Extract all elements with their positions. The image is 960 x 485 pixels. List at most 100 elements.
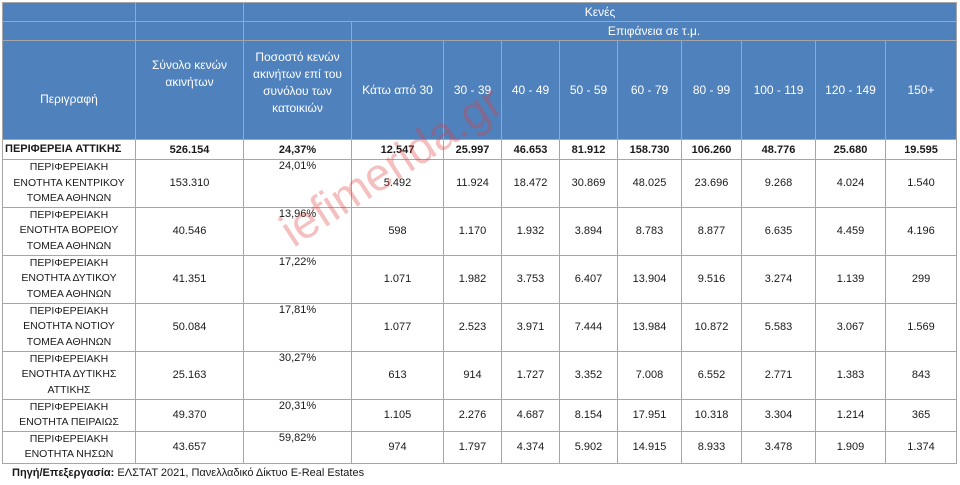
table-row: ΠΕΡΙΦΕΡΕΙΑΚΗ ΕΝΟΤΗΤΑ ΒΟΡΕΙΟΥ ΤΟΜΕΑ ΑΘΗΝΩ… (2, 206, 958, 256)
row-value: 25.680 (815, 139, 886, 160)
row-value: 4.687 (501, 398, 560, 432)
row-value: 19.595 (884, 139, 958, 160)
row-value: 10.872 (681, 302, 742, 352)
row-value: 3.352 (559, 350, 618, 400)
row-value: 23.696 (681, 159, 742, 208)
row-value: 1.797 (443, 430, 502, 464)
row-value: 17.951 (617, 398, 682, 432)
row-value: 843 (884, 350, 958, 400)
header-blank-cell (243, 21, 352, 41)
row-value: 1.374 (884, 430, 958, 464)
group-header-area: Επιφάνεια σε τ.μ. (350, 21, 958, 41)
row-value: 8.933 (681, 430, 742, 464)
row-value: 3.274 (741, 254, 816, 304)
row-total: 43.657 (135, 430, 244, 464)
row-label: ΠΕΡΙΦΕΡΕΙΑΚΗ ΕΝΟΤΗΤΑ ΒΟΡΕΙΟΥ ΤΟΜΕΑ ΑΘΗΝΩ… (2, 206, 136, 256)
row-value: 4.196 (884, 206, 958, 256)
table-row: ΠΕΡΙΦΕΡΕΙΑΚΗ ΕΝΟΤΗΤΑ ΔΥΤΙΚΟΥ ΤΟΜΕΑ ΑΘΗΝΩ… (2, 254, 958, 304)
row-value: 11.924 (443, 159, 502, 208)
row-value: 613 (351, 350, 444, 400)
column-header-total: Σύνολο κενών ακινήτων (135, 40, 244, 140)
table-row: ΠΕΡΙΦΕΡΕΙΑΚΗ ΕΝΟΤΗΤΑ ΝΟΤΙΟΥ ΤΟΜΕΑ ΑΘΗΝΩΝ… (2, 302, 958, 352)
table-row: ΠΕΡΙΦΕΡΕΙΑΚΗ ΕΝΟΤΗΤΑ ΚΕΝΤΡΙΚΟΥ ΤΟΜΕΑ ΑΘΗ… (2, 159, 958, 208)
row-percent: 30,27% (243, 350, 352, 400)
row-value: 46.653 (501, 139, 560, 160)
row-value: 5.492 (351, 159, 444, 208)
row-value: 9.516 (681, 254, 742, 304)
header-row-subgroup: Επιφάνεια σε τ.μ. (2, 21, 958, 41)
source-label: Πηγή/Επεξεργασία: (12, 467, 115, 479)
row-total: 25.163 (135, 350, 244, 400)
row-value: 1.139 (815, 254, 886, 304)
row-value: 3.304 (741, 398, 816, 432)
source-note: Πηγή/Επεξεργασία: ΕΛΣΤΑΤ 2021, Πανελλαδι… (12, 467, 364, 479)
row-value: 13.984 (617, 302, 682, 352)
row-value: 2.771 (741, 350, 816, 400)
row-value: 13.904 (617, 254, 682, 304)
row-value: 3.478 (741, 430, 816, 464)
row-total: 50.084 (135, 302, 244, 352)
row-label: ΠΕΡΙΦΕΡΕΙΑΚΗ ΕΝΟΤΗΤΑ ΔΥΤΙΚΟΥ ΤΟΜΕΑ ΑΘΗΝΩ… (2, 254, 136, 304)
header-blank-cell (135, 2, 244, 22)
row-value: 3.894 (559, 206, 618, 256)
row-value: 6.552 (681, 350, 742, 400)
row-value: 12.547 (351, 139, 444, 160)
row-value: 14.915 (617, 430, 682, 464)
row-label: ΠΕΡΙΦΕΡΕΙΑ ΑΤΤΙΚΗΣ (2, 139, 136, 160)
row-value: 1.909 (815, 430, 886, 464)
row-label: ΠΕΡΙΦΕΡΕΙΑΚΗ ΕΝΟΤΗΤΑ ΔΥΤΙΚΗΣ ΑΤΤΙΚΗΣ (2, 350, 136, 400)
row-value: 8.154 (559, 398, 618, 432)
row-value: 8.783 (617, 206, 682, 256)
row-value: 18.472 (501, 159, 560, 208)
row-value: 5.902 (559, 430, 618, 464)
table-row: ΠΕΡΙΦΕΡΕΙΑΚΗ ΕΝΟΤΗΤΑ ΔΥΤΙΚΗΣ ΑΤΤΙΚΗΣ 25.… (2, 350, 958, 400)
column-header-description: Περιγραφή (2, 40, 136, 140)
row-value: 1.077 (351, 302, 444, 352)
row-percent: 17,81% (243, 302, 352, 352)
row-total: 41.351 (135, 254, 244, 304)
row-label: ΠΕΡΙΦΕΡΕΙΑΚΗ ΕΝΟΤΗΤΑ ΝΟΤΙΟΥ ΤΟΜΕΑ ΑΘΗΝΩΝ (2, 302, 136, 352)
row-value: 10.318 (681, 398, 742, 432)
header-row-columns: Περιγραφή Σύνολο κενών ακινήτων Ποσοστό … (2, 40, 958, 140)
row-value: 3.753 (501, 254, 560, 304)
row-value: 1.982 (443, 254, 502, 304)
row-value: 1.932 (501, 206, 560, 256)
header-row-group: Κενές (2, 2, 958, 22)
header-blank-cell (2, 2, 136, 22)
column-header-area-bin: 40 - 49 (501, 40, 560, 140)
row-total: 40.546 (135, 206, 244, 256)
row-percent: 13,96% (243, 206, 352, 256)
row-percent: 24,37% (243, 139, 352, 160)
header-blank-cell (135, 21, 244, 41)
row-percent: 17,22% (243, 254, 352, 304)
row-value: 1.383 (815, 350, 886, 400)
row-value: 2.276 (443, 398, 502, 432)
row-value: 365 (884, 398, 958, 432)
row-value: 6.407 (559, 254, 618, 304)
table-row: ΠΕΡΙΦΕΡΕΙΑΚΗ ΕΝΟΤΗΤΑ ΠΕΙΡΑΙΩΣ 49.370 20,… (2, 398, 958, 432)
row-total: 49.370 (135, 398, 244, 432)
row-value: 299 (884, 254, 958, 304)
row-value: 4.374 (501, 430, 560, 464)
row-percent: 59,82% (243, 430, 352, 464)
row-value: 1.071 (351, 254, 444, 304)
row-value: 3.067 (815, 302, 886, 352)
row-value: 9.268 (741, 159, 816, 208)
row-value: 48.025 (617, 159, 682, 208)
row-value: 81.912 (559, 139, 618, 160)
vacant-properties-table: Κενές Επιφάνεια σε τ.μ. Περιγραφή Σύνολο… (2, 2, 958, 464)
column-header-area-bin: 100 - 119 (741, 40, 816, 140)
row-value: 974 (351, 430, 444, 464)
row-value: 1.105 (351, 398, 444, 432)
row-value: 914 (443, 350, 502, 400)
group-header-empty: Κενές (242, 2, 958, 22)
row-value: 1.170 (443, 206, 502, 256)
row-value: 48.776 (741, 139, 816, 160)
row-value: 7.008 (617, 350, 682, 400)
header-blank-cell (2, 21, 136, 41)
column-header-area-bin: Κάτω από 30 (351, 40, 444, 140)
table-row-region-total: ΠΕΡΙΦΕΡΕΙΑ ΑΤΤΙΚΗΣ 526.154 24,37% 12.547… (2, 139, 958, 160)
row-value: 1.727 (501, 350, 560, 400)
row-value: 2.523 (443, 302, 502, 352)
row-value: 1.540 (884, 159, 958, 208)
